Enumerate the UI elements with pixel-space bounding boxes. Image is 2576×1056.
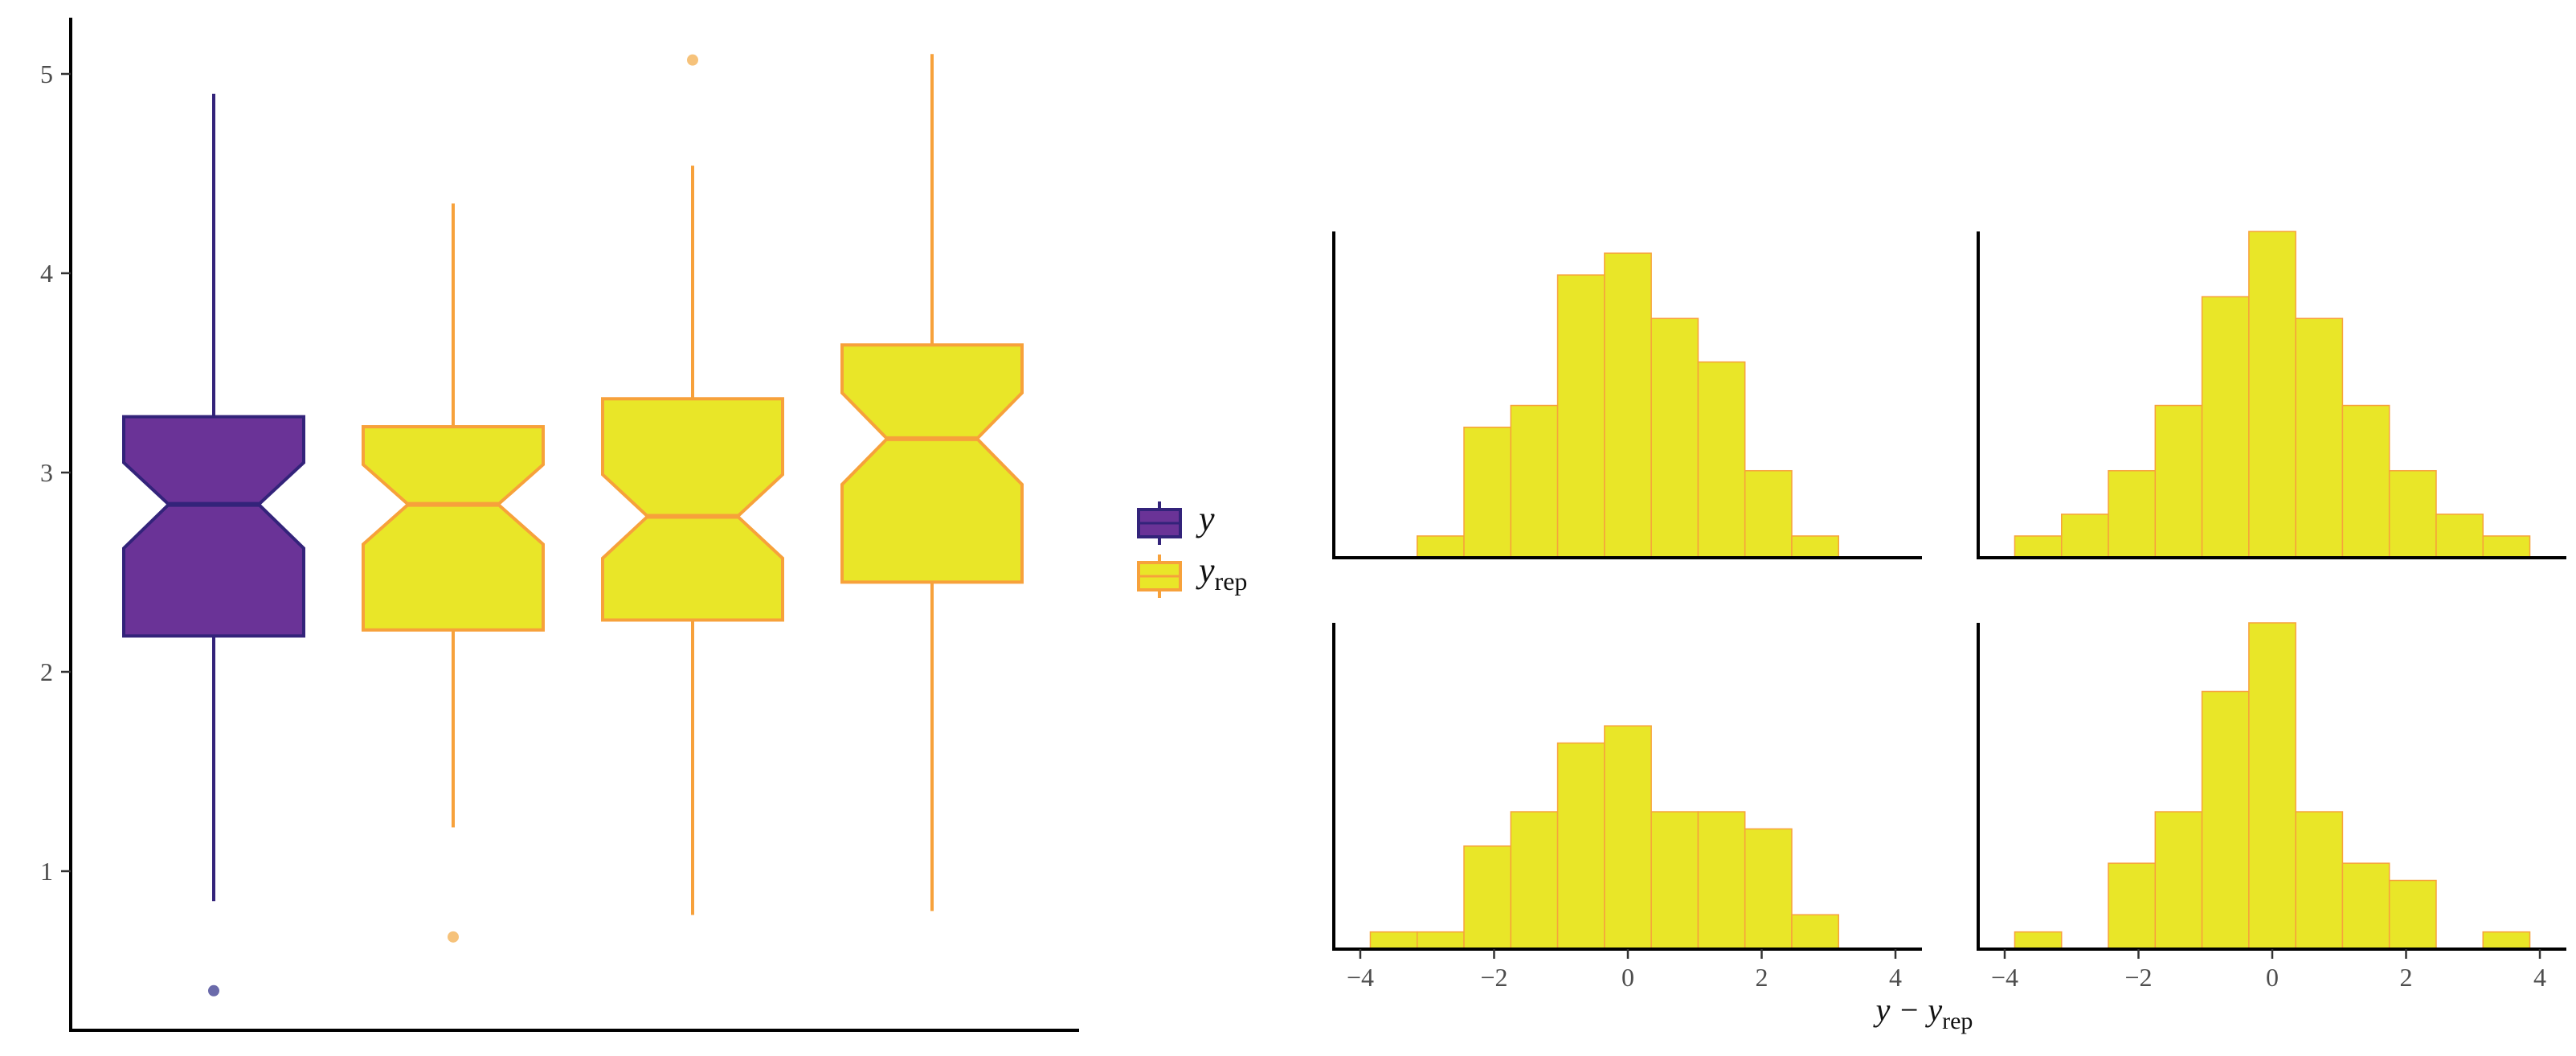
histogram-bar: [1697, 811, 1746, 950]
histogram-bar: [2388, 879, 2437, 950]
boxplot-boxes: [122, 54, 1024, 997]
histogram-x-tick-label: −2: [2124, 963, 2152, 992]
histogram-bar: [1556, 742, 1605, 950]
histogram-bar: [1744, 828, 1793, 950]
boxplot-box-group: [601, 54, 784, 915]
histogram-bar: [2201, 690, 2250, 950]
histogram-x-label-main: y − y: [1873, 992, 1943, 1028]
histogram-bar: [1416, 931, 1465, 950]
histogram-bar: [1791, 535, 1840, 559]
histogram-x-tick-label: −2: [1480, 963, 1507, 992]
histogram-bar: [1556, 274, 1605, 559]
boxplot-outlier: [687, 54, 698, 66]
histogram-bar: [2482, 535, 2531, 559]
histogram-bar: [1604, 252, 1652, 559]
histogram-bar: [1650, 811, 1699, 950]
boxplot-box: [362, 424, 545, 632]
histogram-bar: [2060, 514, 2109, 559]
boxplot-y-tick-label: 1: [40, 857, 53, 886]
boxplot-box-group: [122, 93, 305, 997]
histogram-facet: −4 −2 0 2 4: [1977, 622, 2566, 992]
histogram-bar: [2014, 931, 2063, 950]
histogram-bar: [1697, 361, 1746, 559]
histogram-x-tick-label: 2: [1756, 963, 1768, 992]
boxplot-y-tick-label: 3: [40, 458, 53, 487]
histogram-bar: [2248, 622, 2296, 950]
histogram-bar: [2108, 862, 2157, 950]
histogram-bar: [1463, 845, 1512, 950]
boxplot-y-ticks: 1 2 3 4 5: [40, 59, 71, 886]
histogram-x-tick-label: 0: [2266, 963, 2279, 992]
boxplot-outlier: [208, 984, 219, 997]
histogram-bar: [2388, 469, 2437, 559]
histogram-x-tick-label: 2: [2400, 963, 2413, 992]
histogram-bar: [2108, 469, 2157, 559]
legend-label-yrep-sub: rep: [1215, 567, 1248, 596]
histogram-bar: [1650, 317, 1699, 559]
histogram-bar: [1463, 426, 1512, 559]
histogram-bar: [2154, 811, 2203, 950]
histogram-x-tick-label: 4: [1889, 963, 1902, 992]
histogram-bar: [2341, 862, 2390, 950]
histogram-bar: [1369, 931, 1418, 950]
boxplot-box-group: [840, 54, 1024, 911]
boxplot-outlier: [448, 931, 459, 943]
histogram-facet: −4 −2 0 2 4: [1332, 623, 1922, 992]
boxplot-box-group: [362, 203, 545, 943]
boxplot-y-tick-label: 5: [40, 59, 53, 88]
boxplot-box: [122, 415, 305, 638]
histogram-x-tick-label: −4: [1347, 963, 1374, 992]
histogram-bar: [2295, 811, 2344, 950]
histogram-bar: [1791, 914, 1840, 950]
histogram-bar: [1510, 404, 1559, 559]
histogram-bar: [1510, 811, 1559, 950]
histogram-bar: [1604, 725, 1652, 950]
histogram-bar: [2248, 231, 2296, 559]
boxplot-y-tick-label: 4: [40, 259, 53, 288]
histogram-facet: [1332, 231, 1922, 559]
histogram-bar: [2201, 296, 2250, 559]
legend-item-yrep: yrep: [1137, 551, 1247, 598]
legend: y yrep: [1137, 499, 1247, 598]
boxplot-panel: 1 2 3 4 5: [40, 18, 1079, 1032]
histogram-bar: [2014, 535, 2063, 559]
histogram-bar: [2154, 404, 2203, 559]
legend-label-yrep-main: y: [1196, 551, 1215, 590]
histogram-bar: [2295, 317, 2344, 559]
histogram-bar: [1416, 535, 1465, 559]
boxplot-box: [601, 397, 784, 622]
legend-label-y: y: [1196, 499, 1215, 538]
boxplot-box: [840, 343, 1024, 584]
histogram-x-label-sub: rep: [1942, 1008, 1973, 1034]
histogram-x-label: y − yrep: [1873, 992, 1973, 1034]
histogram-bar: [2341, 404, 2390, 559]
histogram-facet: [1977, 231, 2566, 559]
legend-item-y: y: [1137, 499, 1215, 545]
legend-label-yrep: yrep: [1196, 551, 1247, 596]
histogram-x-tick-label: −4: [1991, 963, 2018, 992]
boxplot-y-tick-label: 2: [40, 657, 53, 686]
histogram-x-tick-label: 4: [2533, 963, 2546, 992]
histogram-bar: [2482, 931, 2531, 950]
histogram-bar: [2435, 514, 2484, 559]
histogram-facets: −4 −2 0 2 4 −4 −2 0 2 4: [1332, 231, 2566, 992]
histogram-x-tick-label: 0: [1621, 963, 1634, 992]
histogram-bar: [1744, 469, 1793, 559]
